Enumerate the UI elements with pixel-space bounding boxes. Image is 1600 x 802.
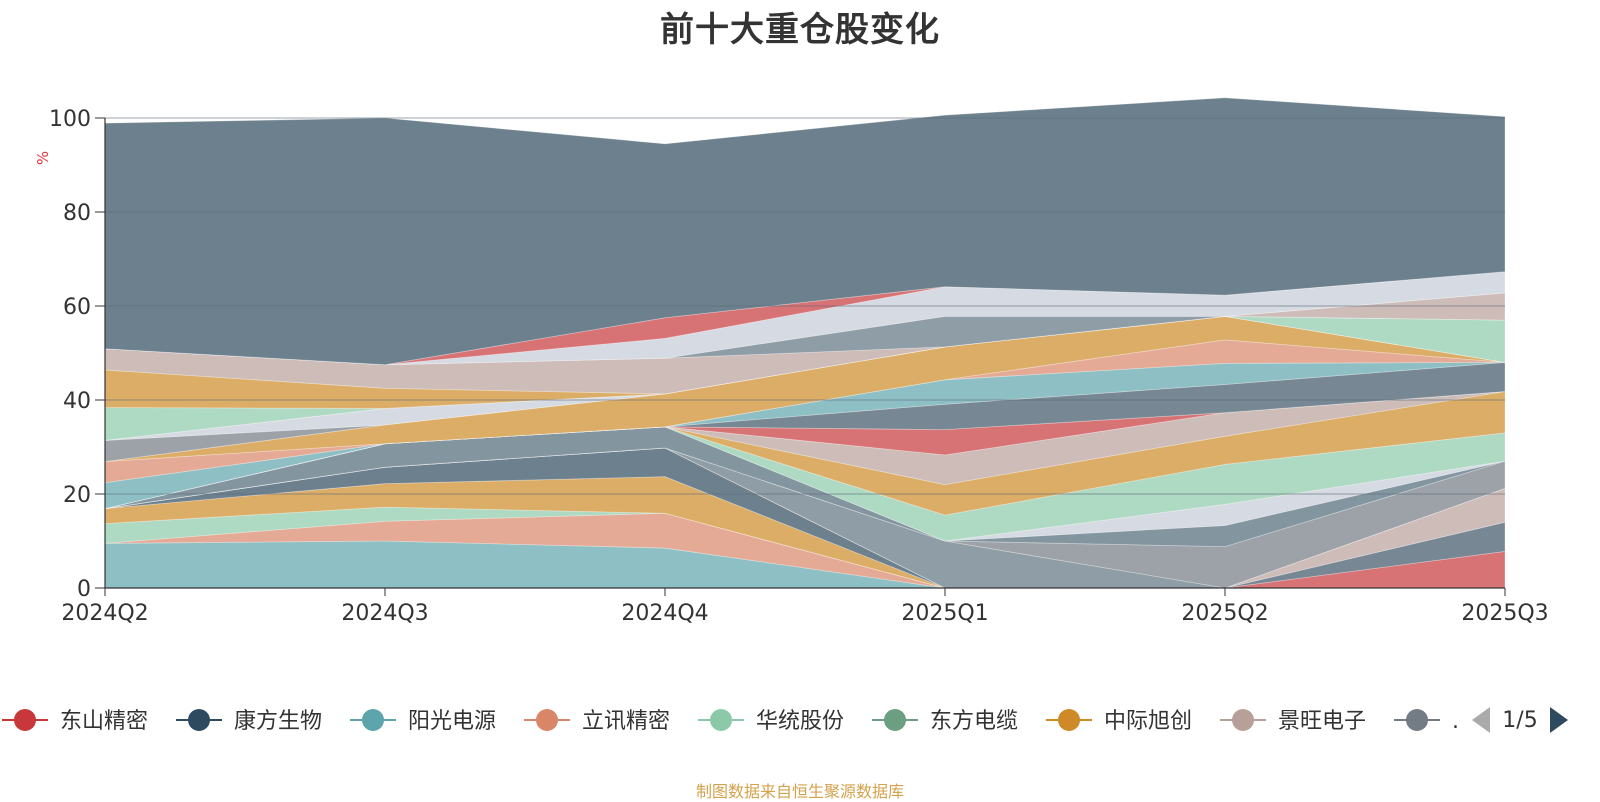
x-tick-label-2024Q4: 2024Q4	[621, 601, 708, 626]
legend-marker-3	[536, 709, 558, 731]
legend-label-6: 中际旭创	[1104, 709, 1192, 734]
legend-marker-2	[362, 709, 384, 731]
legend-label-7: 景旺电子	[1278, 709, 1366, 734]
legend-label-5: 东方电缆	[930, 709, 1018, 734]
legend-label-2: 阳光电源	[408, 709, 496, 734]
legend-label-3: 立讯精密	[582, 709, 670, 734]
legend-label-0: 东山精密	[60, 709, 148, 734]
x-tick-label-2025Q3: 2025Q3	[1461, 601, 1548, 626]
x-tick-label-2024Q3: 2024Q3	[341, 601, 428, 626]
y-axis-label: %	[34, 151, 52, 165]
y-tick-label-20: 20	[63, 483, 91, 508]
legend-next-page-icon[interactable]	[1550, 707, 1568, 733]
legend-marker-0	[14, 709, 36, 731]
x-tick-label-2025Q1: 2025Q1	[901, 601, 988, 626]
area-series-28	[104, 97, 1506, 366]
legend-label-4: 华统股份	[756, 709, 844, 734]
x-tick-label-2024Q2: 2024Q2	[61, 601, 148, 626]
area-series-6	[104, 447, 1506, 589]
area-series-7	[104, 447, 1506, 589]
data-source-footer: 制图数据来自恒生聚源数据库	[695, 782, 904, 801]
legend-prev-page-icon[interactable]	[1472, 707, 1490, 733]
legend-marker-5	[884, 709, 906, 731]
legend-marker-4	[710, 709, 732, 731]
legend-label-1: 康方生物	[234, 709, 322, 734]
legend-marker-7	[1232, 709, 1254, 731]
chart-title: 前十大重仓股变化	[660, 10, 940, 50]
x-tick-label-2025Q2: 2025Q2	[1181, 601, 1268, 626]
y-tick-label-80: 80	[63, 201, 91, 226]
legend-page-indicator: 1/5	[1502, 708, 1537, 733]
legend-label-8: .	[1452, 709, 1459, 734]
y-tick-label-40: 40	[63, 389, 91, 414]
legend-marker-8	[1406, 709, 1428, 731]
y-tick-label-60: 60	[63, 295, 91, 320]
legend-marker-1	[188, 709, 210, 731]
area-series-26	[104, 271, 1506, 366]
y-tick-label-100: 100	[49, 107, 91, 132]
area-series-4	[104, 447, 1505, 589]
y-tick-label-0: 0	[77, 577, 91, 602]
area-series-5	[104, 447, 1506, 589]
area-series-9	[104, 447, 1506, 589]
legend-marker-6	[1058, 709, 1080, 731]
